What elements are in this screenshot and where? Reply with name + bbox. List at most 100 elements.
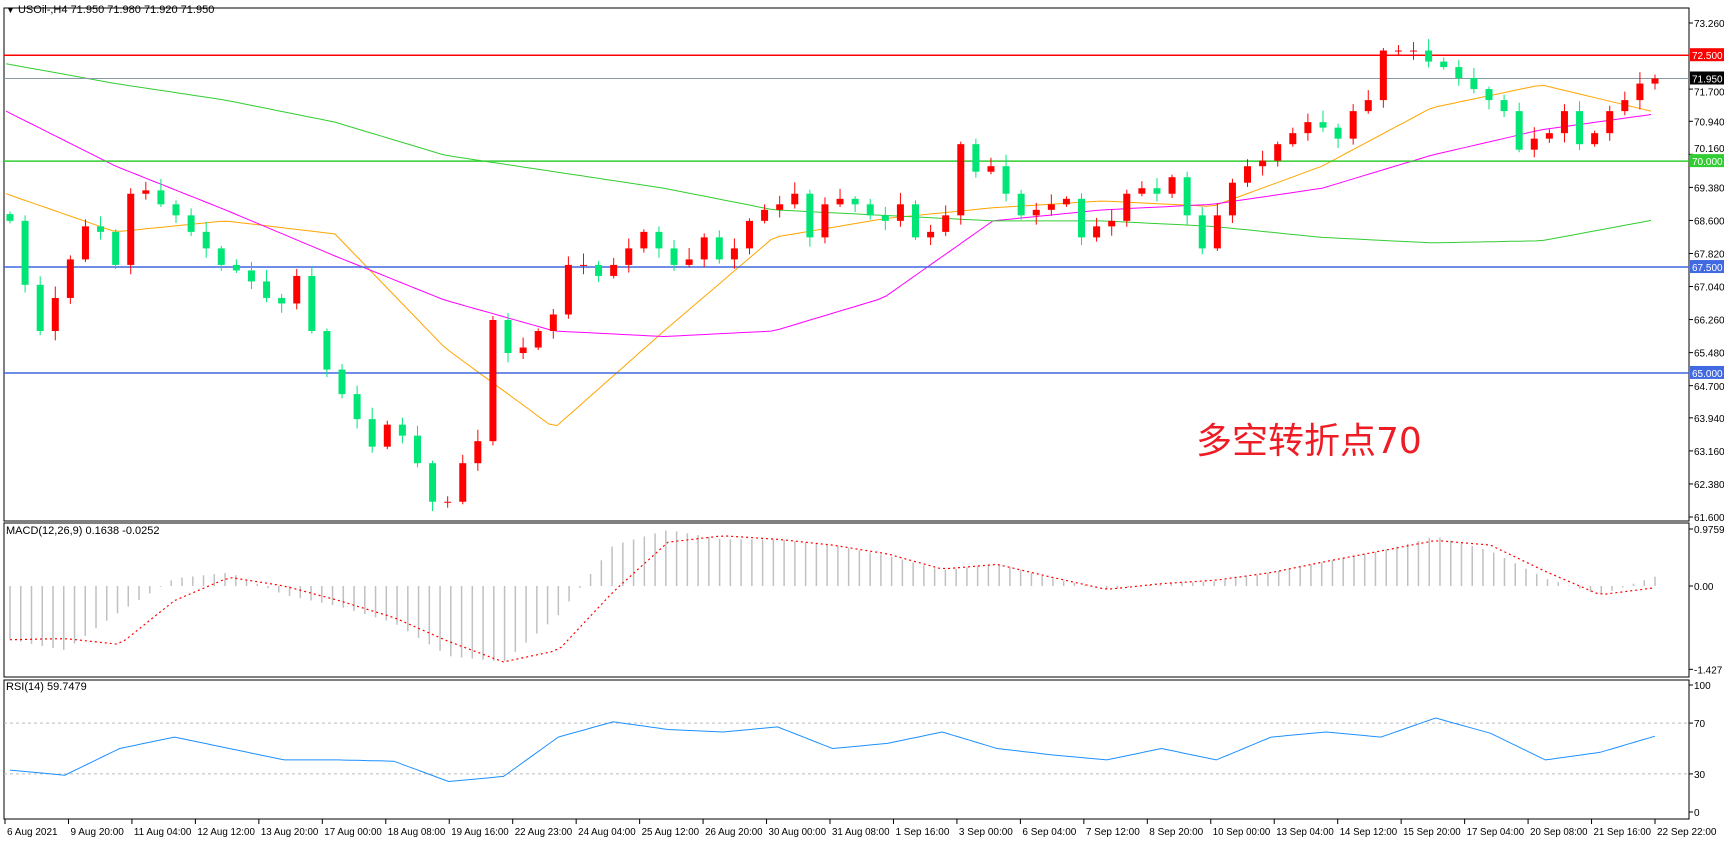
bull-candle: [564, 264, 572, 315]
price-tag-label: 72.500: [1692, 51, 1723, 62]
bear-candle: [715, 237, 723, 260]
bull-candle: [1560, 111, 1568, 134]
time-tick-label: 13 Aug 20:00: [261, 827, 319, 838]
symbol-label: USOil-,H4: [17, 4, 68, 16]
price-tick-label: 61.600: [1694, 513, 1724, 524]
bull-candle: [1364, 100, 1372, 112]
bull-candle: [383, 424, 391, 447]
bull-candle: [730, 248, 738, 260]
current-price-tag-label: 71.950: [1692, 75, 1723, 86]
rsi-tick-label: 0: [1694, 808, 1700, 819]
bull-candle: [1636, 83, 1644, 101]
bear-candle: [1455, 67, 1463, 79]
bull-candle: [519, 347, 527, 354]
bear-candle: [1425, 50, 1433, 62]
bear-candle: [1485, 89, 1493, 101]
bear-candle: [972, 144, 980, 172]
price-tick-label: 63.160: [1694, 447, 1724, 458]
time-tick-label: 24 Aug 04:00: [578, 827, 636, 838]
moving-average-line: [5, 110, 1652, 338]
price-tick-label: 73.260: [1694, 19, 1724, 30]
price-tick-label: 68.600: [1694, 216, 1724, 227]
bear-candle: [1198, 215, 1206, 249]
price-tag: [1690, 260, 1724, 274]
bear-candle: [1515, 111, 1523, 150]
bear-candle: [263, 281, 271, 298]
bear-candle: [1576, 111, 1584, 145]
macd-label: MACD(12,26,9) 0.1638 -0.0252: [6, 525, 160, 537]
time-tick-label: 31 Aug 08:00: [832, 827, 890, 838]
triangle-down-icon[interactable]: ▼: [6, 5, 15, 15]
bear-candle: [429, 463, 437, 502]
time-tick-label: 20 Sep 08:00: [1530, 827, 1588, 838]
price-tick-label: 65.480: [1694, 349, 1724, 360]
bull-candle: [761, 209, 769, 221]
ohlc-label: 71.950 71.980 71.920 71.950: [70, 4, 215, 16]
bull-candle: [821, 204, 829, 238]
bear-candle: [323, 331, 331, 370]
bear-candle: [97, 226, 105, 232]
bull-candle: [66, 259, 74, 298]
bull-candle: [776, 204, 784, 210]
bull-candle: [1545, 133, 1553, 139]
bull-candle: [1591, 133, 1599, 145]
macd-panel: [3, 522, 1690, 678]
bear-candle: [1153, 188, 1161, 194]
bear-candle: [1002, 166, 1010, 194]
bear-candle: [881, 215, 889, 221]
bull-candle: [1108, 220, 1116, 227]
price-tick-label: 62.380: [1694, 480, 1724, 491]
bull-candle: [1530, 138, 1538, 150]
bull-candle: [444, 501, 452, 503]
bull-candle: [1274, 144, 1282, 161]
bear-candle: [1334, 127, 1342, 139]
chart-header: ▼ USOil-,H4 71.950 71.980 71.920 71.950: [6, 4, 214, 16]
bear-candle: [655, 231, 663, 249]
bull-candle: [459, 463, 467, 502]
bear-candle: [187, 215, 195, 232]
price-tick-label: 69.380: [1694, 183, 1724, 194]
bull-candle: [1289, 133, 1297, 145]
bear-candle: [353, 394, 361, 420]
bear-candle: [413, 435, 421, 464]
bull-candle: [700, 237, 708, 260]
bear-candle: [157, 190, 165, 205]
bear-candle: [595, 264, 603, 276]
time-tick-label: 9 Aug 20:00: [70, 827, 124, 838]
time-tick-label: 25 Aug 12:00: [642, 827, 700, 838]
price-tag-label: 67.500: [1692, 263, 1723, 274]
time-tick-label: 30 Aug 00:00: [769, 827, 827, 838]
time-tick-label: 13 Sep 04:00: [1276, 827, 1334, 838]
rsi-line: [9, 717, 1656, 783]
bull-candle: [942, 215, 950, 232]
time-tick-label: 15 Sep 20:00: [1403, 827, 1461, 838]
bull-candle: [1213, 215, 1221, 249]
time-tick-label: 17 Aug 00:00: [324, 827, 382, 838]
bull-candle: [127, 193, 135, 265]
bull-candle: [142, 190, 150, 194]
bull-candle: [1138, 188, 1146, 194]
price-tick-label: 71.700: [1694, 88, 1724, 99]
price-tag: [1690, 154, 1724, 168]
time-tick-label: 17 Sep 04:00: [1467, 827, 1525, 838]
bull-candle: [1259, 160, 1267, 167]
bear-candle: [1183, 177, 1191, 216]
moving-average-line: [5, 84, 1652, 427]
bull-candle: [1651, 78, 1659, 84]
time-tick-label: 3 Sep 00:00: [959, 827, 1013, 838]
price-tick-label: 66.260: [1694, 316, 1724, 327]
bull-candle: [640, 231, 648, 249]
bull-candle: [1621, 100, 1629, 112]
bear-candle: [36, 284, 44, 332]
bull-candle: [1123, 193, 1131, 221]
bear-candle: [112, 231, 120, 265]
rsi-tick-label: 100: [1694, 681, 1711, 692]
price-tick-label: 67.820: [1694, 249, 1724, 260]
price-tick-label: 67.040: [1694, 283, 1724, 294]
moving-average-line: [5, 63, 1652, 244]
rsi-tick-label: 70: [1694, 719, 1706, 730]
bull-candle: [625, 248, 633, 265]
bear-candle: [1500, 100, 1508, 112]
